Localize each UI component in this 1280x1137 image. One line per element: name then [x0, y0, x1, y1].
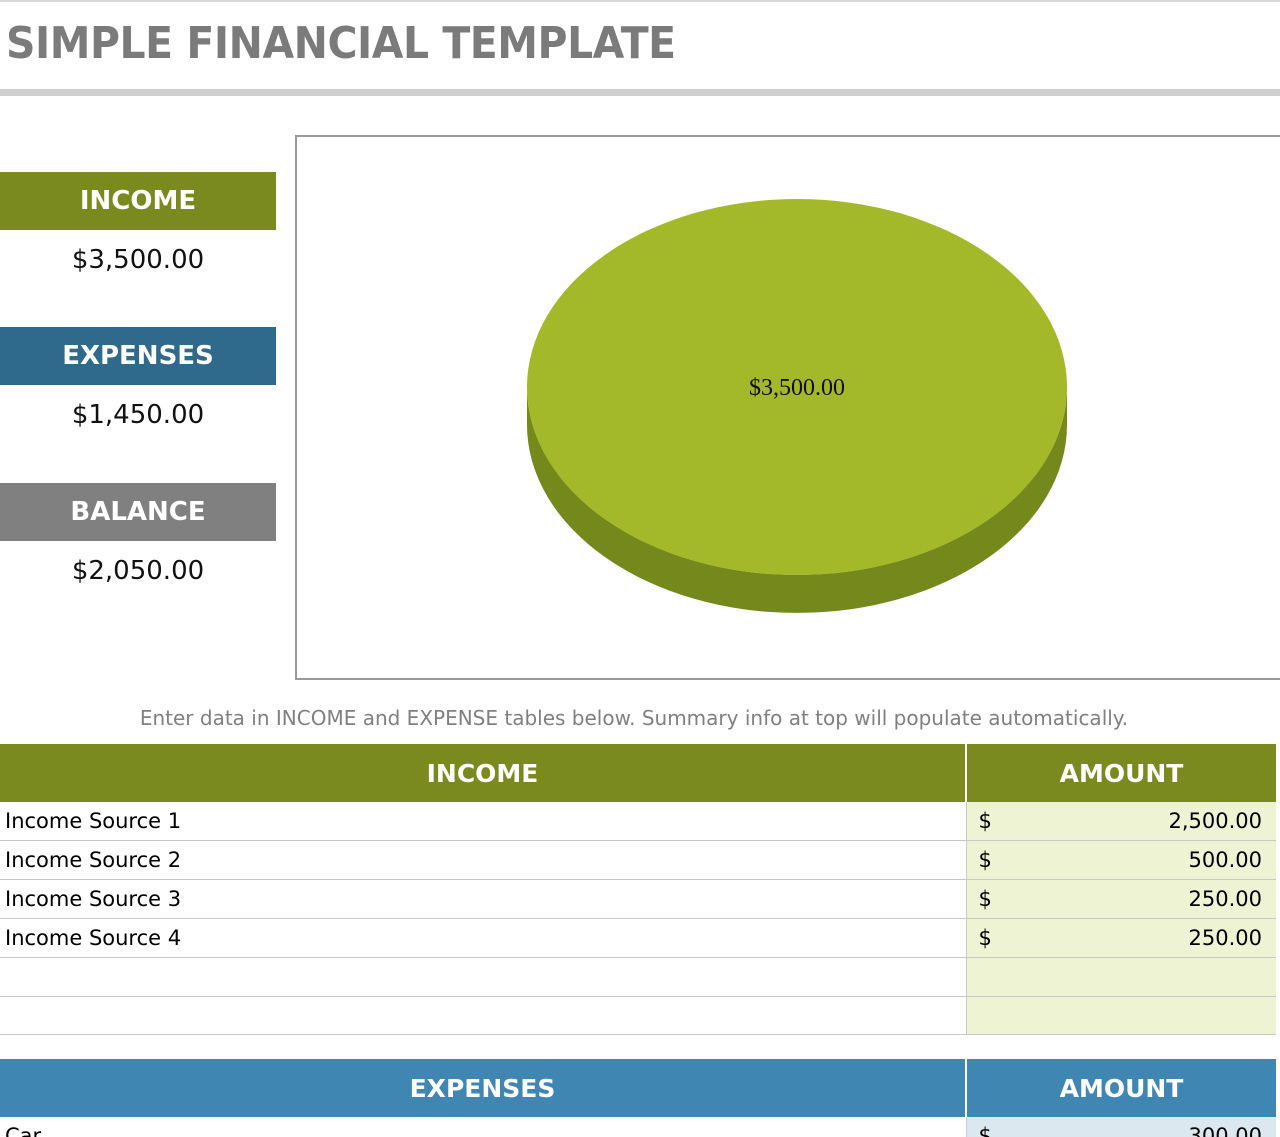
income-name-cell[interactable] — [0, 996, 967, 1035]
currency-symbol: $ — [978, 887, 992, 911]
page-title: SIMPLE FINANCIAL TEMPLATE — [6, 18, 676, 69]
income-amount-cell[interactable] — [966, 996, 1276, 1035]
pie-slice[interactable] — [527, 199, 1067, 575]
expense-table-header: EXPENSES AMOUNT — [0, 1059, 1276, 1117]
income-amount-cell[interactable]: $250.00 — [966, 918, 1276, 958]
summary-expenses-label: EXPENSES — [0, 327, 276, 385]
income-amount-value: 2,500.00 — [1168, 809, 1262, 833]
income-amount-value: 250.00 — [1188, 887, 1262, 911]
income-table: INCOME AMOUNT Income Source 1 $2,500.00 In… — [0, 744, 1276, 1035]
expense-column-header: EXPENSES — [0, 1059, 967, 1117]
summary-balance-value: $2,050.00 — [71, 556, 205, 586]
income-row: Income Source 4 $250.00 — [0, 918, 1276, 958]
income-name-cell[interactable]: Income Source 2 — [0, 840, 967, 880]
income-amount-value: 500.00 — [1188, 848, 1262, 872]
instructions-text: Enter data in INCOME and EXPENSE tables … — [139, 706, 1129, 730]
summary-income-label: INCOME — [0, 172, 276, 230]
expense-name-cell[interactable]: Car — [0, 1117, 967, 1137]
currency-symbol: $ — [978, 926, 992, 950]
income-row — [0, 996, 1276, 1035]
income-column-header: INCOME — [0, 744, 967, 802]
pie-chart-canvas: $3,500.00 — [527, 199, 1067, 613]
currency-symbol: $ — [978, 1124, 992, 1137]
income-row — [0, 957, 1276, 997]
income-amount-cell[interactable] — [966, 957, 1276, 997]
expense-amount-cell[interactable]: $300.00 — [966, 1117, 1276, 1137]
expense-table: EXPENSES AMOUNT Car $300.00 — [0, 1059, 1276, 1137]
summary-income-value: $3,500.00 — [71, 245, 205, 275]
income-row: Income Source 1 $2,500.00 — [0, 802, 1276, 841]
income-amount-column-header: AMOUNT — [966, 744, 1276, 802]
income-table-header: INCOME AMOUNT — [0, 744, 1276, 802]
income-row: Income Source 3 $250.00 — [0, 879, 1276, 919]
income-name-cell[interactable] — [0, 957, 967, 997]
top-rule — [0, 0, 1280, 2]
expense-amount-column-header: AMOUNT — [966, 1059, 1276, 1117]
income-name-cell[interactable]: Income Source 1 — [0, 802, 967, 841]
expense-row: Car $300.00 — [0, 1117, 1276, 1137]
income-amount-cell[interactable]: $250.00 — [966, 879, 1276, 919]
title-divider — [0, 89, 1280, 96]
income-amount-cell[interactable]: $2,500.00 — [966, 802, 1276, 841]
pie-slice-side — [527, 387, 1067, 613]
income-name-cell[interactable]: Income Source 3 — [0, 879, 967, 919]
expense-amount-value: 300.00 — [1188, 1124, 1262, 1137]
pie-chart[interactable]: $3,500.00 — [295, 135, 1280, 680]
income-amount-value: 250.00 — [1188, 926, 1262, 950]
pie-slice-label: $3,500.00 — [749, 375, 845, 401]
summary-expenses-value: $1,450.00 — [71, 400, 205, 430]
currency-symbol: $ — [978, 809, 992, 833]
income-amount-cell[interactable]: $500.00 — [966, 840, 1276, 880]
income-name-cell[interactable]: Income Source 4 — [0, 918, 967, 958]
income-row: Income Source 2 $500.00 — [0, 840, 1276, 880]
currency-symbol: $ — [978, 848, 992, 872]
summary-balance-label: BALANCE — [0, 483, 276, 541]
